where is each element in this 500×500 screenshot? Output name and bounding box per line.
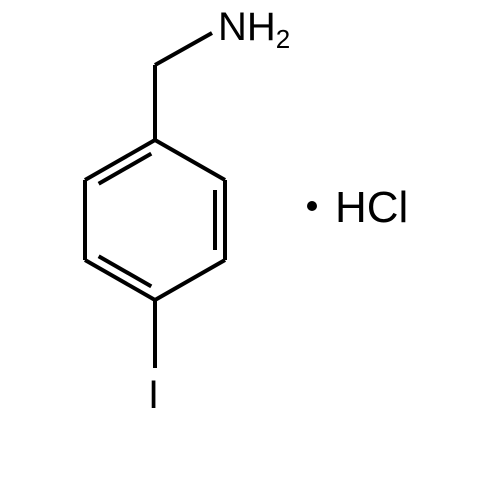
benzene-ring bbox=[85, 140, 225, 300]
bond-line bbox=[155, 33, 212, 65]
salt-dot-icon bbox=[307, 201, 317, 211]
hcl-label: HCl bbox=[335, 183, 408, 232]
ring-bond bbox=[85, 260, 155, 300]
ring-bond bbox=[155, 140, 225, 180]
amine-label: NH2 bbox=[218, 5, 290, 54]
ring-bond bbox=[155, 260, 225, 300]
ring-bond bbox=[85, 140, 155, 180]
iodine-label: I bbox=[148, 373, 159, 417]
